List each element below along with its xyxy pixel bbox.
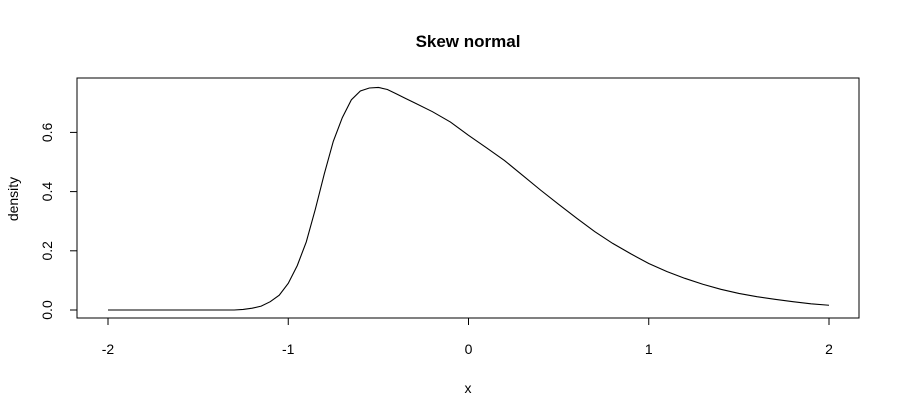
- plot-area-frame: [76, 77, 860, 319]
- y-axis-label: density: [5, 177, 21, 221]
- x-tick-label: -2: [102, 341, 115, 357]
- y-tick-label: 0.6: [39, 122, 55, 142]
- x-tick-label: 2: [825, 341, 833, 357]
- y-tick-label: 0.2: [39, 241, 55, 261]
- x-tick-label: 0: [465, 341, 473, 357]
- density-curve: [108, 86, 830, 311]
- x-tick-label: -1: [282, 341, 295, 357]
- x-axis-label: x: [465, 380, 472, 396]
- y-axis: 0.0 0.2 0.4 0.6: [39, 122, 78, 320]
- chart-title: Skew normal: [416, 32, 521, 51]
- y-tick-label: 0.0: [39, 300, 55, 320]
- y-tick-label: 0.4: [39, 182, 55, 202]
- x-tick-label: 1: [645, 341, 653, 357]
- x-axis: -2 -1 0 1 2: [102, 317, 833, 357]
